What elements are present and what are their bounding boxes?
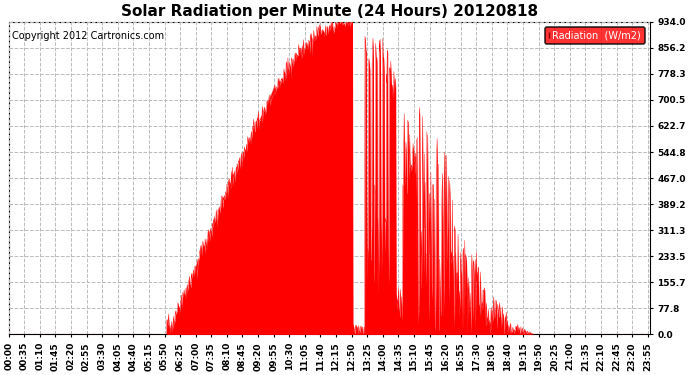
Legend: Radiation  (W/m2): Radiation (W/m2)	[545, 27, 644, 44]
Title: Solar Radiation per Minute (24 Hours) 20120818: Solar Radiation per Minute (24 Hours) 20…	[121, 4, 538, 19]
Text: Copyright 2012 Cartronics.com: Copyright 2012 Cartronics.com	[12, 31, 164, 41]
